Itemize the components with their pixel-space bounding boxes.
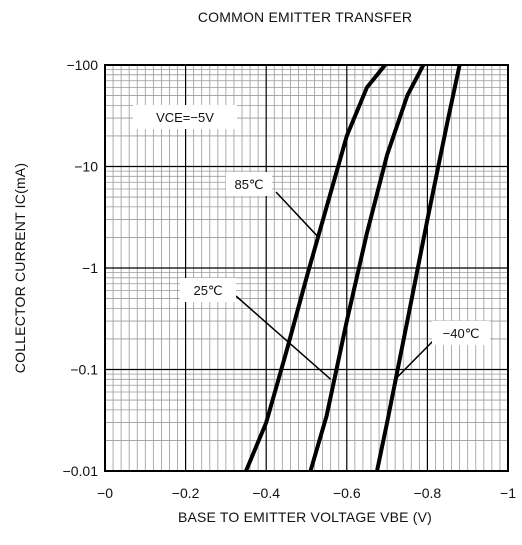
annotation-label: 85℃ [234, 177, 263, 192]
series-curves [244, 63, 462, 472]
annotation-label-bg [180, 278, 236, 302]
y-tick-label: −0.01 [63, 463, 99, 479]
x-tick-label: −0.8 [414, 485, 442, 501]
annotation-label: 25℃ [193, 283, 222, 298]
annotation-leader [275, 191, 320, 238]
tick-labels: −0 −0.2 −0.4 −0.6 −0.8 −1 −0.01 −0.1 −1 −10 −100 [63, 57, 517, 501]
x-tick-label: −0.2 [172, 485, 200, 501]
x-axis-label: BASE TO EMITTER VOLTAGE VBE (V) [177, 509, 433, 525]
annotation-label-bg [226, 172, 272, 196]
condition-label: VCE=−5V [156, 110, 214, 125]
series-line [308, 64, 426, 472]
series-line [375, 64, 462, 472]
annotation-label-bg [432, 321, 490, 345]
y-tick-label: −10 [74, 159, 98, 175]
x-tick-label: −0.6 [333, 485, 361, 501]
annotation-leader [394, 340, 434, 380]
chart-title: COMMON EMITTER TRANSFER [197, 9, 413, 25]
x-tick-label: −1 [500, 485, 516, 501]
y-tick-label: −100 [66, 57, 98, 73]
x-tick-label: −0.4 [252, 485, 280, 501]
annotation-label: −40℃ [443, 326, 480, 341]
annotation-leader [235, 295, 332, 380]
y-tick-label: −0.1 [70, 362, 98, 378]
major-grid [105, 65, 508, 471]
y-tick-label: −1 [82, 260, 98, 276]
curve-annotations: VCE=−5V 85℃ 25℃ −40℃ [133, 105, 490, 380]
x-tick-label: −0 [97, 485, 113, 501]
plot-frame [104, 64, 509, 472]
condition-label-bg [133, 105, 237, 129]
series-line [244, 63, 387, 472]
